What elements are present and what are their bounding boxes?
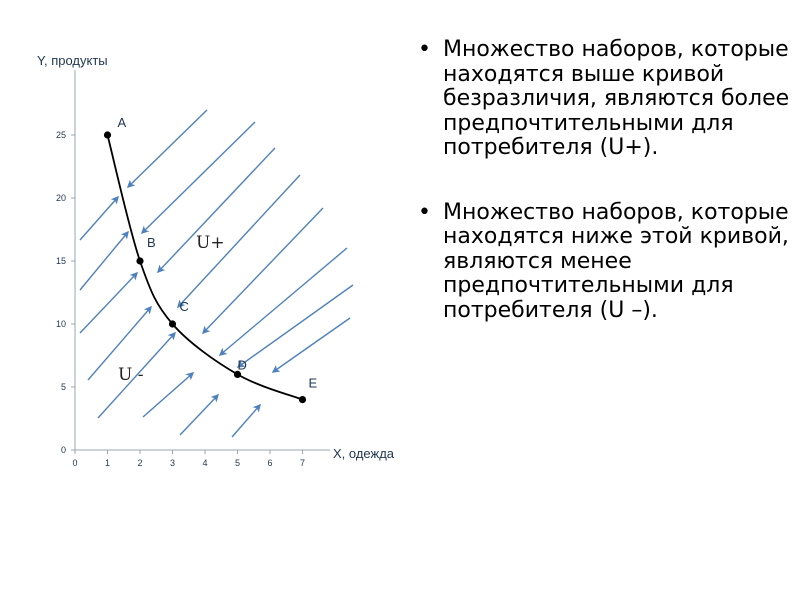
x-tick-label: 4 — [202, 458, 207, 468]
preference-arrow — [79, 271, 139, 334]
x-tick-label: 1 — [105, 458, 110, 468]
curve-point — [168, 320, 177, 328]
preference-arrows — [79, 109, 354, 438]
indifference-curve — [106, 134, 303, 401]
preference-arrow — [176, 174, 301, 309]
y-tick-label: 20 — [56, 193, 66, 203]
curve-point — [233, 370, 242, 378]
preference-arrow — [271, 317, 351, 373]
curve-point — [136, 257, 144, 265]
preference-arrow — [218, 247, 348, 356]
bullet-symbol: • — [418, 37, 431, 62]
point-label: D — [238, 357, 247, 372]
y-tick-label: 15 — [56, 256, 66, 266]
preference-arrow — [140, 121, 256, 235]
x-tick-label: 2 — [137, 458, 142, 468]
preference-arrow — [179, 393, 220, 436]
indifference-curve-chart: 0 1 2 3 4 5 6 7 0 5 10 15 20 25 A B C D E Y, продукты X, … — [37, 53, 395, 468]
point-label: A — [118, 115, 127, 130]
point-label: B — [147, 235, 156, 250]
preference-arrow — [236, 284, 354, 368]
preference-arrow — [79, 230, 129, 291]
preference-arrow — [79, 195, 119, 241]
bullet-item-less-preferred: • Множество наборов, которые находятся н… — [418, 199, 793, 324]
curve-points: A B C D E — [103, 115, 318, 404]
point-label: C — [180, 299, 189, 314]
preference-arrow — [87, 305, 152, 381]
bullet-item-preferred: • Множество наборов, которые находятся в… — [418, 37, 793, 161]
preference-arrow — [126, 109, 208, 189]
text-panel: • Множество наборов, которые находятся в… — [418, 37, 793, 324]
bullet-text: Множество наборов, которые находятся выш… — [443, 37, 790, 160]
curve-point — [103, 131, 112, 139]
x-tick-label: 3 — [170, 458, 175, 468]
curve-point — [298, 396, 307, 404]
x-tick-label: 7 — [300, 458, 305, 468]
x-axis-title: X, одежда — [333, 446, 395, 461]
indifference-curve-line — [106, 134, 303, 401]
x-tick-label: 5 — [235, 458, 240, 468]
axis-ticks: 0 1 2 3 4 5 6 7 0 5 10 15 20 25 — [56, 130, 305, 468]
x-tick-label: 0 — [72, 458, 77, 468]
preference-arrow — [97, 331, 177, 419]
preference-arrow — [201, 207, 324, 335]
preference-arrow — [142, 372, 195, 418]
y-tick-label: 10 — [56, 319, 66, 329]
y-tick-label: 0 — [61, 445, 66, 455]
point-label: E — [309, 376, 318, 391]
bullet-symbol: • — [418, 199, 431, 225]
y-axis-title: Y, продукты — [37, 53, 108, 68]
y-tick-label: 5 — [61, 382, 66, 392]
preference-arrow — [231, 403, 261, 438]
region-label-above: U+ — [196, 233, 225, 253]
x-tick-label: 6 — [267, 458, 272, 468]
bullet-text: Множество наборов, которые находятся ниж… — [443, 199, 789, 323]
region-label-below: U - — [118, 365, 143, 385]
y-tick-label: 25 — [56, 130, 66, 140]
preference-arrow — [156, 147, 276, 274]
axes — [74, 70, 330, 451]
